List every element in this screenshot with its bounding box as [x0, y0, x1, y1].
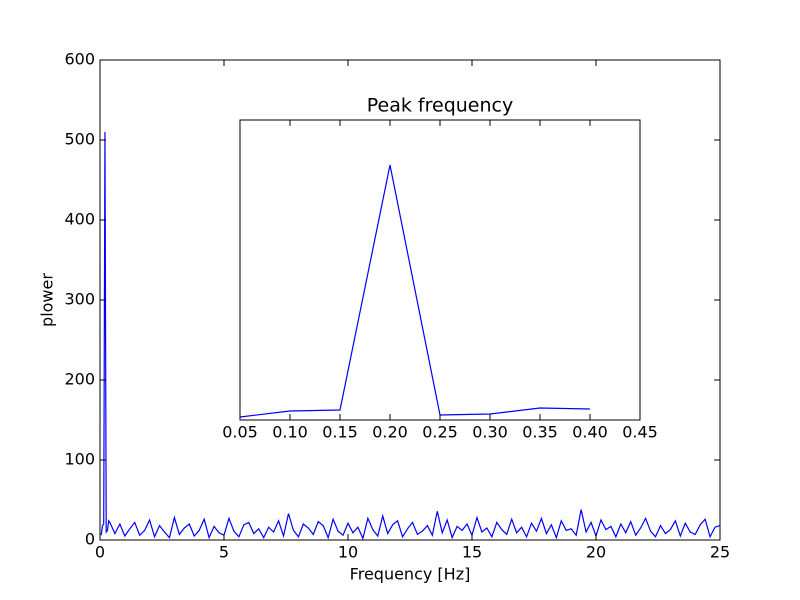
data-line	[100, 131, 721, 541]
data-line	[239, 164, 591, 418]
y-tick-label: 300	[64, 290, 95, 309]
y-tick-label: 400	[64, 210, 95, 229]
y-tick-label: 600	[64, 50, 95, 69]
x-tick-label: 0.20	[372, 423, 408, 442]
plot-area	[239, 119, 641, 421]
x-tick-label: 0	[95, 543, 105, 562]
x-tick-label: 15	[462, 543, 482, 562]
chart-title: Peak frequency	[367, 95, 513, 117]
x-tick-label: 0.10	[272, 423, 308, 442]
x-tick-label: 0.15	[322, 423, 358, 442]
x-tick-label: 0.25	[422, 423, 458, 442]
y-tick-label: 100	[64, 450, 95, 469]
axes: 0.05 0.10 0.15 0.20 0.25 0.30 0.35 0.40 0.45 Peak…	[222, 95, 658, 442]
x-tick-label: 0.35	[522, 423, 558, 442]
y-tick-label: 500	[64, 130, 95, 149]
x-tick-label: 10	[338, 543, 358, 562]
y-tick-label: 0	[85, 530, 95, 549]
y-axis-label: plower	[38, 273, 57, 327]
x-tick-label: 5	[219, 543, 229, 562]
x-tick-label: 0.45	[622, 423, 658, 442]
y-tick-label: 200	[64, 370, 95, 389]
x-tick-label: 20	[586, 543, 606, 562]
x-tick-label: 0.30	[472, 423, 508, 442]
x-tick-label: 0.05	[222, 423, 258, 442]
x-tick-label: 25	[710, 543, 730, 562]
x-axis-label: Frequency [Hz]	[350, 565, 471, 584]
x-tick-label: 0.40	[572, 423, 608, 442]
